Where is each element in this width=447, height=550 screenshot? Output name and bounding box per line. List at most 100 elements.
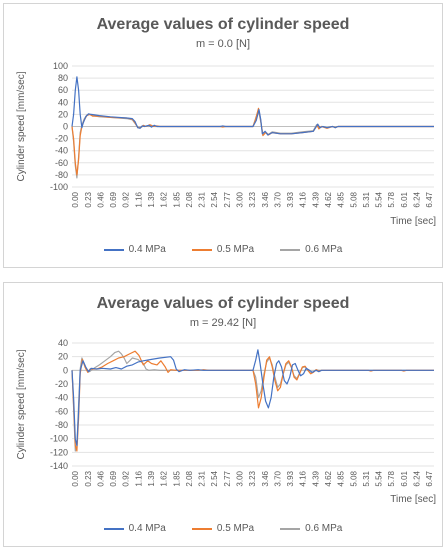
legend-item: 0.4 MPa (103, 523, 166, 534)
y-tick-label: -40 (55, 146, 68, 156)
legend-item: 0.5 MPa (191, 244, 255, 255)
legend-item: 0.6 MPa (280, 523, 342, 534)
chart-title: Average values of cylinder speed (96, 16, 350, 33)
legend-label: 0.5 MPa (216, 244, 255, 255)
y-tick-label: 40 (58, 97, 68, 107)
x-tick-label: 3.23 (248, 470, 257, 486)
x-tick-label: 6.47 (425, 470, 434, 486)
y-tick-label: -60 (55, 406, 68, 416)
x-tick-label: 0.00 (71, 470, 80, 486)
y-tick-label: -120 (50, 447, 68, 457)
x-tick-label: 2.77 (223, 470, 232, 486)
x-tick-label: 5.31 (362, 470, 371, 486)
x-tick-label: 4.85 (337, 191, 346, 207)
y-tick-label: -100 (50, 434, 68, 444)
chart-subtitle: m = 29.42 [N] (189, 317, 257, 329)
x-tick-label: 1.85 (172, 191, 181, 207)
x-tick-label: 4.62 (324, 191, 333, 207)
y-tick-label: -20 (55, 134, 68, 144)
series-line-04mpa (71, 76, 434, 136)
x-tick-label: 3.93 (286, 191, 295, 207)
y-axis-title: Cylinder speed [mm/sec] (16, 71, 27, 181)
series-line-05mpa (71, 350, 434, 452)
y-tick-label: 20 (58, 109, 68, 119)
x-tick-label: 4.16 (299, 470, 308, 486)
legend-item: 0.4 MPa (103, 244, 166, 255)
x-tick-label: 2.54 (210, 191, 219, 207)
x-tick-label: 3.46 (261, 191, 270, 207)
legend-swatch-0.6mpa (280, 248, 301, 251)
legend-label: 0.5 MPa (216, 523, 255, 534)
y-tick-label: -100 (50, 182, 68, 192)
x-axis-title: Time [sec] (390, 216, 436, 227)
line-chart-1: -100 -80 -60 -40 -20 0 20 40 60 80 100 0.00 0.23 0.46… (16, 61, 436, 227)
y-tick-label: -140 (50, 461, 68, 471)
y-tick-label: 60 (58, 85, 68, 95)
legend-swatch-0.4mpa (103, 248, 124, 251)
legend-swatch-0.6mpa (280, 527, 301, 530)
x-tick-label: 1.16 (134, 470, 143, 486)
y-tick-label: 0 (63, 122, 68, 132)
y-axis-title: Cylinder speed [mm/sec] (16, 349, 27, 459)
x-tick-label: 1.85 (172, 470, 181, 486)
x-tick-label: 3.00 (235, 191, 244, 207)
x-tick-label: 0.92 (122, 191, 131, 207)
x-tick-label: 5.78 (387, 470, 396, 486)
y-tick-label: 100 (53, 61, 68, 71)
legend-swatch-0.4mpa (103, 527, 124, 530)
chart-panel-1: Average values of cylinder speed m = 0.0… (3, 3, 443, 268)
x-axis-title: Time [sec] (390, 494, 436, 505)
x-tick-label: 5.08 (349, 191, 358, 207)
x-tick-label: 2.08 (185, 191, 194, 207)
legend-swatch-0.5mpa (191, 248, 212, 251)
x-tick-label: 3.00 (235, 470, 244, 486)
chart-legend: 0.4 MPa 0.5 MPa 0.6 MPa (4, 523, 442, 534)
x-tick-label: 0.46 (96, 191, 105, 207)
x-tick-label: 6.47 (425, 191, 434, 207)
x-tick-label: 4.39 (311, 470, 320, 486)
chart-legend: 0.4 MPa 0.5 MPa 0.6 MPa (4, 244, 442, 255)
x-tick-label: 1.62 (160, 191, 169, 207)
y-tick-label: 80 (58, 73, 68, 83)
y-tick-label: -60 (55, 158, 68, 168)
x-tick-label: 2.77 (223, 191, 232, 207)
x-tick-label: 5.78 (387, 191, 396, 207)
legend-item: 0.6 MPa (280, 244, 342, 255)
legend-item: 0.5 MPa (191, 523, 255, 534)
legend-label: 0.4 MPa (128, 244, 166, 255)
chart-panel-2: Average values of cylinder speed m = 29.… (3, 282, 443, 547)
y-tick-label: 40 (58, 338, 68, 348)
y-tick-label: 0 (63, 365, 68, 375)
x-tick-label: 0.23 (84, 470, 93, 486)
x-tick-label: 0.46 (96, 470, 105, 486)
x-tick-label: 4.85 (337, 470, 346, 486)
chart-title: Average values of cylinder speed (96, 295, 350, 312)
y-tick-label: 20 (58, 352, 68, 362)
x-tick-label: 0.69 (109, 191, 118, 207)
x-tick-label: 5.54 (375, 191, 384, 207)
y-tick-label: -20 (55, 379, 68, 389)
legend-label: 0.6 MPa (305, 244, 343, 255)
legend-label: 0.4 MPa (128, 523, 166, 534)
x-tick-label: 5.54 (375, 470, 384, 486)
x-tick-label: 4.62 (324, 470, 333, 486)
x-tick-label: 4.39 (311, 191, 320, 207)
series-line-06mpa (71, 108, 434, 179)
legend-label: 0.6 MPa (305, 523, 343, 534)
y-tick-label: -80 (55, 170, 68, 180)
x-tick-label: 0.00 (71, 191, 80, 207)
legend-swatch-0.5mpa (191, 527, 212, 530)
chart-subtitle: m = 0.0 [N] (195, 38, 251, 50)
x-tick-label: 2.54 (210, 470, 219, 486)
x-tick-label: 0.23 (84, 191, 93, 207)
x-tick-label: 0.92 (122, 470, 131, 486)
x-tick-label: 1.39 (147, 191, 156, 207)
x-tick-label: 1.16 (134, 191, 143, 207)
x-tick-label: 3.70 (273, 470, 282, 486)
x-tick-label: 3.70 (273, 191, 282, 207)
x-tick-label: 2.31 (198, 191, 207, 207)
line-chart-2: -140 -120 -100 -80 -60 -40 -20 0 20 40 0.00 0.23 0.4… (16, 338, 436, 505)
x-tick-label: 0.69 (109, 470, 118, 486)
x-tick-label: 2.08 (185, 470, 194, 486)
x-tick-label: 6.01 (400, 470, 409, 486)
